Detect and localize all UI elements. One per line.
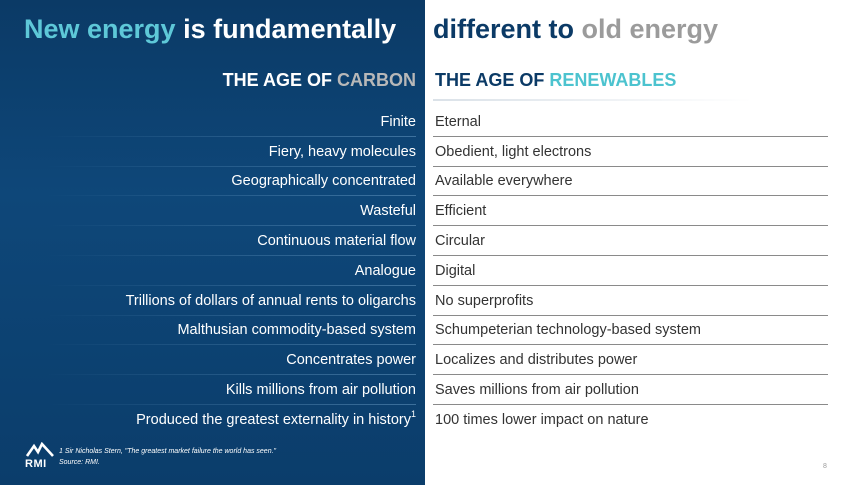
renewables-cell: Eternal — [435, 114, 481, 130]
renewables-row-divider — [433, 315, 828, 316]
renewables-cell: No superprofits — [435, 293, 534, 309]
title-muted: old energy — [581, 14, 719, 44]
renewables-header-highlight: RENEWABLES — [549, 70, 677, 90]
renewables-cell: Obedient, light electrons — [435, 144, 592, 160]
renewables-row-divider — [433, 136, 828, 137]
renewables-row-divider — [433, 195, 828, 196]
title-rest: is fundamentally — [175, 14, 397, 44]
carbon-header: THE AGE OF CARBON — [223, 70, 416, 91]
rmi-logo-text: RMI — [25, 458, 47, 470]
renewables-cell: Localizes and distributes power — [435, 352, 638, 368]
page-number: 8 — [823, 463, 827, 470]
carbon-row-divider — [46, 195, 416, 196]
footnote-source: Source: RMI. — [59, 459, 100, 466]
renewables-row-divider — [433, 166, 828, 167]
carbon-panel — [0, 0, 425, 485]
renewables-cell: Circular — [435, 233, 485, 249]
carbon-row-divider — [46, 315, 416, 316]
renewables-cell: 100 times lower impact on nature — [435, 412, 649, 428]
rmi-logo-icon — [25, 442, 54, 457]
renewables-row-divider — [433, 285, 828, 286]
carbon-row-divider — [46, 225, 416, 226]
renewables-row-divider — [433, 344, 828, 345]
carbon-row-divider — [46, 136, 416, 137]
carbon-header-prefix: THE AGE OF — [222, 70, 337, 90]
title-right-rest: different to — [433, 14, 582, 44]
renewables-cell: Digital — [435, 263, 476, 279]
slide-title-left: New energy is fundamentally — [24, 14, 396, 45]
header-underline — [433, 99, 753, 101]
renewables-cell: Schumpeterian technology-based system — [435, 322, 701, 338]
footnote: 1 Sir Nicholas Stern, "The greatest mark… — [59, 446, 276, 468]
carbon-cell: Finite — [380, 114, 416, 130]
carbon-row-divider — [46, 404, 416, 405]
renewables-row-divider — [433, 255, 828, 256]
footnote-marker: 1 — [410, 409, 416, 419]
carbon-cell: Kills millions from air pollution — [225, 382, 416, 398]
carbon-row-divider — [46, 374, 416, 375]
carbon-row-divider — [46, 255, 416, 256]
slide-title-right: different to old energy — [433, 14, 718, 45]
renewables-row-divider — [433, 374, 828, 375]
renewables-row-divider — [433, 225, 828, 226]
renewables-cell: Efficient — [435, 203, 487, 219]
carbon-cell: Trillions of dollars of annual rents to … — [125, 293, 416, 309]
carbon-cell: Geographically concentrated — [231, 173, 416, 189]
carbon-row-divider — [46, 285, 416, 286]
carbon-header-highlight: CARBON — [337, 70, 416, 90]
carbon-cell: Wasteful — [360, 203, 416, 219]
carbon-cell-footnoted: Produced the greatest externality in his… — [46, 405, 416, 435]
carbon-cell-text: Produced the greatest externality in his… — [136, 412, 411, 428]
carbon-cell: Continuous material flow — [257, 233, 416, 249]
renewables-header: THE AGE OF RENEWABLES — [435, 70, 676, 91]
carbon-cell: Fiery, heavy molecules — [268, 144, 416, 160]
renewables-cell: Available everywhere — [435, 173, 573, 189]
carbon-cell: Analogue — [354, 263, 416, 279]
renewables-cell: Saves millions from air pollution — [435, 382, 639, 398]
renewables-row-divider — [433, 404, 828, 405]
renewables-header-prefix: THE AGE OF — [435, 70, 550, 90]
carbon-row-divider — [46, 166, 416, 167]
carbon-row-divider — [46, 344, 416, 345]
footnote-citation: 1 Sir Nicholas Stern, "The greatest mark… — [59, 448, 277, 455]
title-accent: New energy — [24, 14, 176, 44]
carbon-cell: Concentrates power — [286, 352, 416, 368]
carbon-cell: Malthusian commodity-based system — [177, 322, 416, 338]
